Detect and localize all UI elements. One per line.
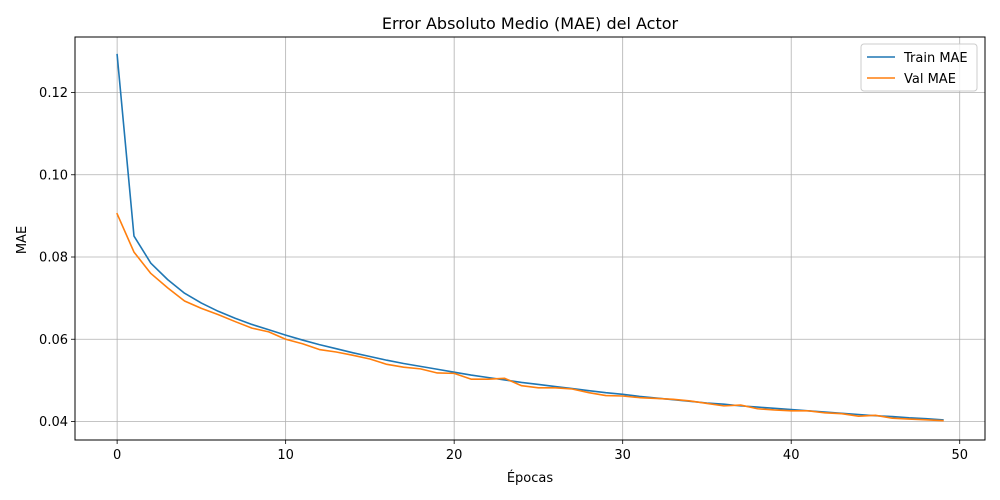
y-tick-label: 0.06	[39, 333, 68, 348]
x-tick-label: 30	[614, 448, 631, 463]
plot-frame	[74, 36, 986, 441]
x-tick-label: 40	[783, 448, 800, 463]
legend-label-train: Train MAE	[903, 51, 968, 66]
series-layer	[116, 53, 944, 422]
legend-label-val: Val MAE	[904, 72, 956, 87]
y-tick-label: 0.12	[39, 86, 68, 101]
chart-title: Error Absoluto Medio (MAE) del Actor	[382, 14, 679, 33]
x-tick-label: 10	[277, 448, 294, 463]
grid	[75, 37, 985, 440]
y-tick-label: 0.04	[39, 415, 68, 430]
y-axis-label: MAE	[15, 226, 30, 254]
legend: Train MAE Val MAE	[860, 43, 978, 92]
y-tick-label: 0.10	[39, 168, 68, 183]
x-tick-label: 50	[951, 448, 968, 463]
series-line-train-mae	[116, 53, 944, 421]
x-axis-label: Épocas	[507, 470, 554, 486]
ticks: 0 10 20 30 40 50 0.04 0.06 0.08 0.10 0.12	[39, 86, 968, 463]
legend-box	[860, 43, 978, 92]
y-tick-label: 0.08	[39, 251, 68, 266]
x-tick-label: 20	[446, 448, 463, 463]
series-line-val-mae	[116, 212, 944, 422]
x-tick-label: 0	[113, 448, 121, 463]
